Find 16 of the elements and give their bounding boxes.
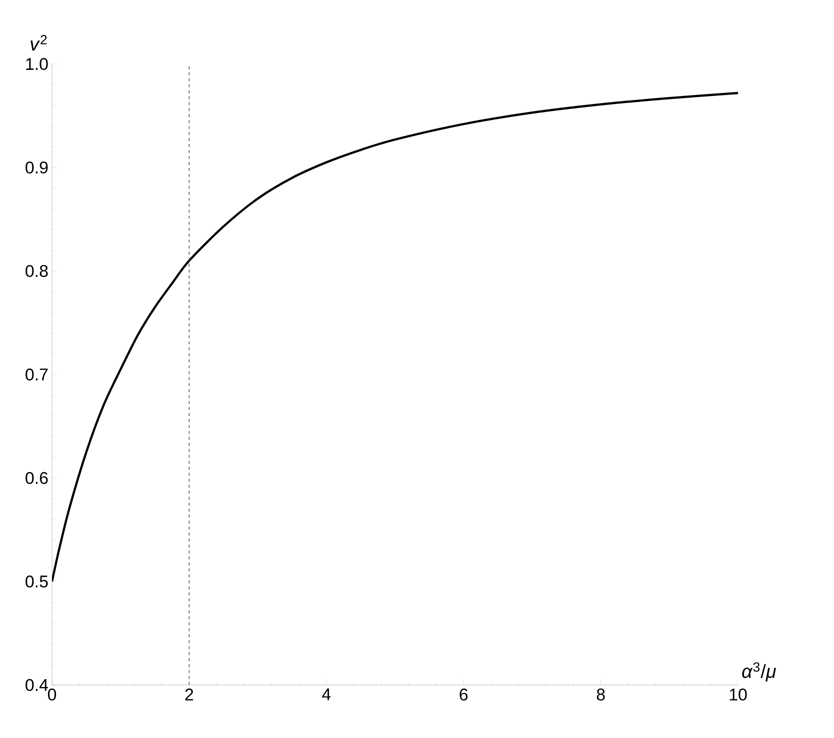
x-tick-label: 6: [460, 688, 468, 701]
x-tick-label: 8: [596, 688, 605, 701]
y-tick-label: 0.7: [26, 368, 48, 380]
line-series: [52, 92, 738, 583]
x-axis-title: α$^{3}$/μ: [742, 662, 776, 682]
y-tick-label: 0.9: [26, 162, 48, 174]
y-tick-label: 1.0: [26, 58, 48, 70]
y-tick-label: 0.8: [26, 265, 48, 277]
y-tick-label: 0.5: [26, 576, 48, 588]
y-axis-title: v$^{2}$: [30, 35, 47, 51]
x-tick-label: 4: [322, 688, 331, 700]
x-tick-label: 2: [185, 688, 194, 700]
x-tick-label: 10: [730, 688, 747, 701]
x-tick-label: 0: [48, 688, 56, 701]
y-tick-label: 0.6: [26, 472, 48, 484]
y-tick-label: 0.4: [26, 679, 48, 692]
